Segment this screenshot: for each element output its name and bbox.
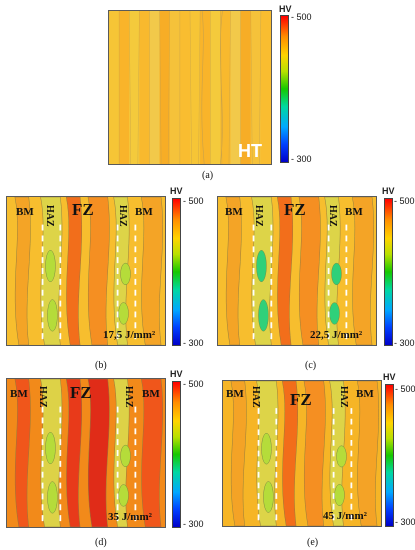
colorbar-max: - 500: [291, 12, 312, 22]
colorbar: [280, 15, 289, 163]
caption-c: (c): [305, 360, 317, 371]
energy-label: 35 J/mm²: [108, 511, 152, 523]
haz-label-right: HAZ: [338, 386, 349, 408]
hardness-map-35: [6, 378, 166, 528]
energy-label: 45 J/mm²: [323, 510, 367, 522]
haz-label-left: HAZ: [37, 386, 48, 408]
hardness-map-45: [222, 380, 382, 527]
caption-a: (a): [202, 170, 214, 181]
hardness-contour: [109, 11, 271, 164]
bm-label-right: BM: [345, 206, 363, 218]
bm-label-right: BM: [135, 206, 153, 218]
colorbar: [172, 198, 181, 346]
colorbar-title: HV: [382, 186, 395, 196]
hardness-map-17-5: [6, 196, 166, 346]
energy-label: 17,5 J/mm²: [103, 329, 156, 341]
haz-label-left: HAZ: [44, 205, 55, 227]
colorbar-title: HV: [279, 4, 292, 14]
haz-label-left: HAZ: [250, 386, 261, 408]
hardness-contour: [218, 197, 376, 345]
fz-label: FZ: [70, 383, 92, 402]
haz-label-right: HAZ: [123, 386, 134, 408]
colorbar-title: HV: [170, 186, 183, 196]
colorbar-min: - 300: [183, 519, 204, 529]
colorbar-title: HV: [170, 369, 183, 379]
haz-label-left: HAZ: [253, 205, 264, 227]
bm-label-right: BM: [142, 388, 160, 400]
haz-label-right: HAZ: [117, 205, 128, 227]
colorbar: [385, 384, 394, 527]
hardness-contour: [7, 379, 165, 527]
colorbar-min: - 300: [183, 338, 204, 348]
hardness-contour: [7, 197, 165, 345]
energy-label: 22,5 J/mm²: [310, 329, 363, 341]
fz-label: FZ: [290, 390, 312, 409]
bm-label-left: BM: [226, 388, 244, 400]
caption-d: (d): [95, 537, 107, 548]
hardness-contour: [223, 381, 381, 526]
colorbar-min: - 300: [395, 517, 415, 527]
hardness-map-ht: [108, 10, 272, 165]
fz-label: FZ: [72, 200, 94, 219]
colorbar-min: - 300: [291, 154, 312, 164]
bm-label-left: BM: [16, 206, 34, 218]
hardness-map-22-5: [217, 196, 377, 346]
caption-b: (b): [95, 360, 107, 371]
haz-label-right: HAZ: [327, 205, 338, 227]
colorbar: [384, 198, 393, 346]
colorbar: [172, 381, 181, 528]
caption-e: (e): [307, 537, 319, 548]
colorbar-max: - 500: [183, 379, 204, 389]
colorbar-max: - 500: [183, 196, 204, 206]
bm-label-left: BM: [10, 388, 28, 400]
bm-label-right: BM: [356, 388, 374, 400]
colorbar-max: - 500: [394, 196, 415, 206]
fz-label: FZ: [284, 200, 306, 219]
colorbar-max: - 500: [395, 384, 415, 394]
bm-label-left: BM: [225, 206, 243, 218]
ht-label: HT: [238, 141, 262, 161]
colorbar-min: - 300: [394, 338, 415, 348]
colorbar-title: HV: [383, 372, 396, 382]
